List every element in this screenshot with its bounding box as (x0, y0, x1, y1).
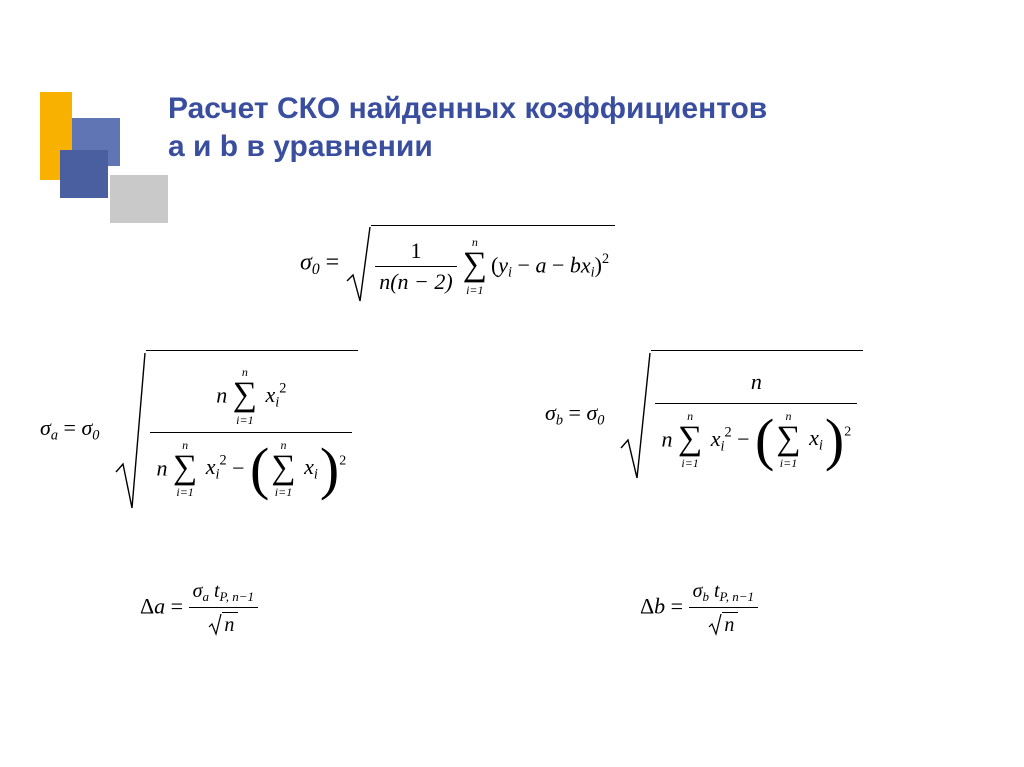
fraction: n n ∑ i=1 xi2 n n (150, 362, 352, 502)
slide: Расчет СКО найденных коэффициентов a и b… (0, 0, 1024, 767)
sigma: σ (300, 250, 312, 276)
fraction: n n n ∑ i=1 xi2 − (655, 361, 857, 473)
formula-sigma-a: σa = σ0 n n ∑ i=1 xi2 (40, 350, 358, 510)
fraction: σa tP, n−1 n (189, 580, 258, 637)
summation: n ∑ i=1 (678, 410, 702, 469)
formula-delta-b: Δb = σb tP, n−1 n (640, 580, 758, 637)
radical-icon (708, 612, 722, 636)
fraction: 1 n(n − 2) (375, 238, 457, 295)
summation: n ∑ i=1 (776, 410, 800, 469)
title-line2: a и b в уравнении (168, 130, 433, 163)
parenthesized-sum: ( n ∑ i=1 xi ) (755, 410, 844, 469)
slide-title: Расчет СКО найденных коэффициентов a и b… (168, 90, 1008, 165)
formula-sigma0: σ0 = 1 n(n − 2) n ∑ i=1 (300, 225, 615, 303)
radical-icon (114, 350, 146, 510)
fraction: σb tP, n−1 n (689, 580, 758, 637)
summation: n ∑ i=1 (463, 236, 487, 295)
title-line1: Расчет СКО найденных коэффициентов (168, 92, 767, 125)
summation: n ∑ i=1 (271, 439, 295, 498)
sqrt: n n ∑ i=1 xi2 n n (114, 350, 358, 510)
radical-icon (345, 225, 371, 303)
summation: n ∑ i=1 (173, 439, 197, 498)
summation: n ∑ i=1 (233, 366, 257, 425)
radical-icon (208, 612, 222, 636)
formula-delta-a: Δa = σa tP, n−1 n (140, 580, 258, 637)
parenthesized-sum: ( n ∑ i=1 xi ) (250, 439, 339, 498)
formula-sigma-b: σb = σ0 n n n ∑ i=1 (545, 350, 863, 480)
sqrt: 1 n(n − 2) n ∑ i=1 (yi − a − bxi)2 (345, 225, 615, 303)
radical-icon (619, 350, 651, 480)
sqrt: n n n ∑ i=1 xi2 − (619, 350, 863, 480)
